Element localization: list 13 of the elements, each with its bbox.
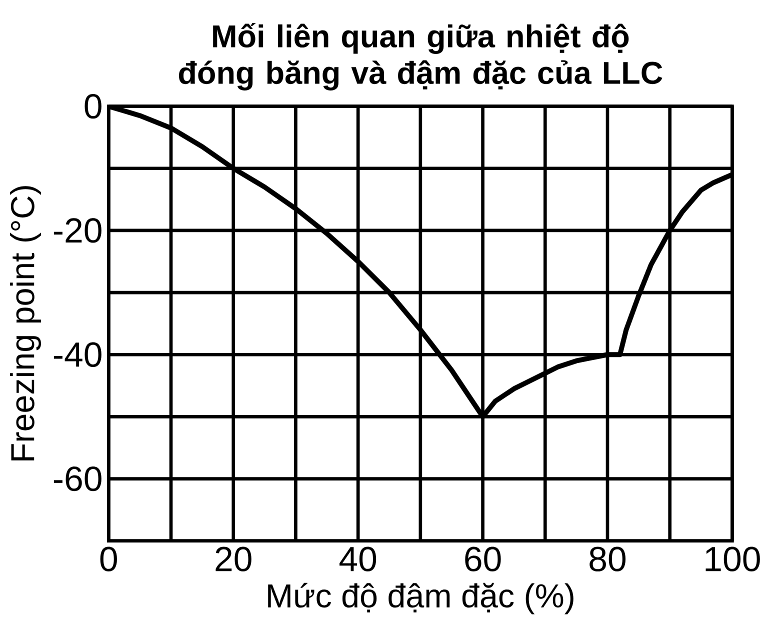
x-tick-label: 100: [706, 546, 760, 572]
x-tick-label: 20: [216, 546, 252, 572]
y-tick-label: -40: [54, 342, 102, 367]
x-tick-label: 40: [339, 546, 376, 572]
x-axis-title: Mức độ đậm đặc (%): [268, 582, 574, 614]
x-tick-label: 60: [465, 546, 501, 572]
x-tick-label: 0: [100, 546, 117, 572]
y-tick-label: -20: [54, 218, 102, 243]
y-tick-label: 0: [84, 94, 102, 118]
y-axis-title: Freezing point (°C): [10, 186, 42, 460]
x-tick-label: 80: [590, 546, 626, 572]
y-tick-label: -60: [54, 466, 102, 491]
chart-title: Mối liên quan giữa nhiệt độ đóng băng và đậm đặc của LLC: [178, 22, 662, 90]
